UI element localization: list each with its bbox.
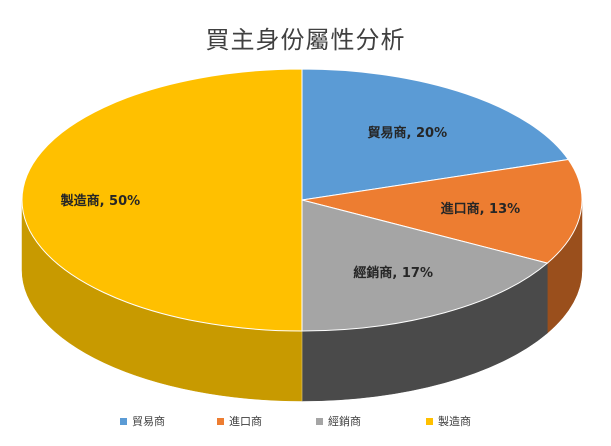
- slice-製造商-data-label: 製造商, 50%: [60, 193, 141, 209]
- chart-title: 買主身份屬性分析: [205, 26, 406, 54]
- slice-進口商-top: [301, 158, 583, 264]
- slice-經銷商-data-label: 經銷商, 17%: [353, 265, 433, 281]
- slice-貿易商-data-label: 貿易商, 20%: [368, 125, 448, 141]
- legend: 貿易商 進口商 經銷商 製造商: [0, 413, 611, 433]
- legend-label: 貿易商: [132, 415, 165, 428]
- legend-label: 進口商: [229, 415, 262, 428]
- slice-進口商-data-label: 進口商, 13%: [441, 201, 521, 217]
- slice-製造商-top: [21, 68, 303, 332]
- legend-swatch: [217, 417, 224, 425]
- legend-swatch: [120, 417, 127, 425]
- legend-swatch: [316, 417, 323, 425]
- slice-貿易商-top: [301, 68, 570, 201]
- slice-經銷商-top: [301, 199, 549, 332]
- legend-item-進口商: 進口商: [217, 413, 262, 429]
- legend-label: 製造商: [438, 415, 471, 428]
- legend-item-貿易商: 貿易商: [120, 413, 165, 429]
- legend-item-經銷商: 經銷商: [316, 413, 361, 429]
- legend-item-製造商: 製造商: [426, 413, 471, 429]
- legend-swatch: [426, 417, 433, 425]
- legend-label: 經銷商: [328, 415, 361, 428]
